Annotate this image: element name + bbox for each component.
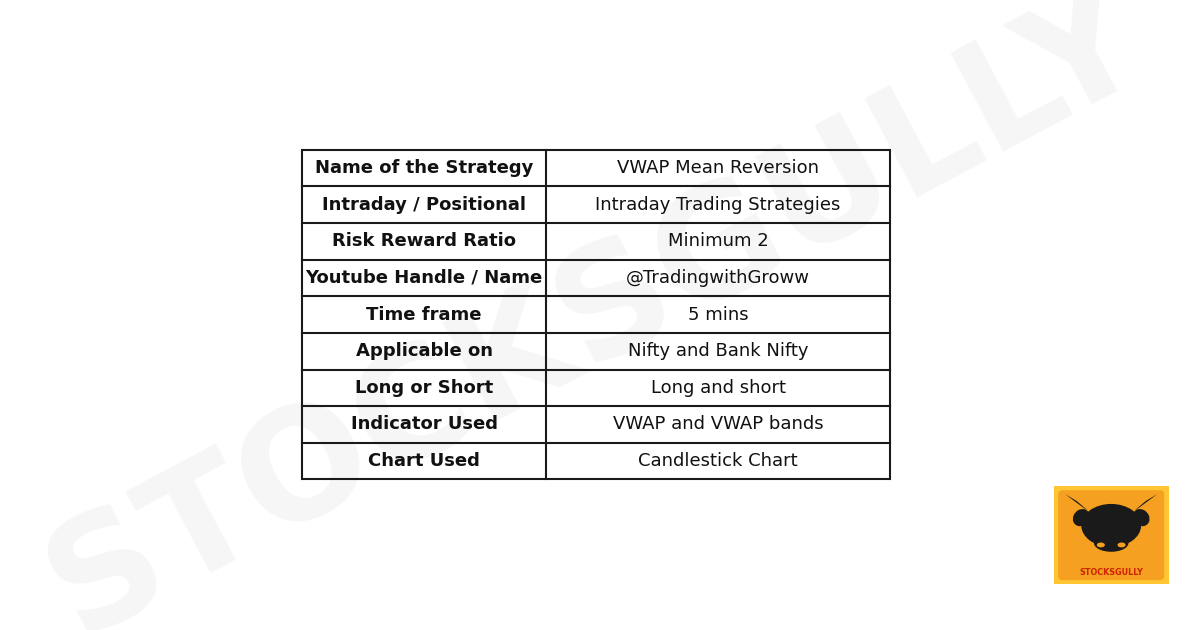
Ellipse shape [1073,509,1090,526]
Text: Time frame: Time frame [366,306,482,324]
Text: VWAP and VWAP bands: VWAP and VWAP bands [613,415,823,433]
Polygon shape [1066,494,1088,511]
Text: Applicable on: Applicable on [355,342,493,360]
Text: Intraday Trading Strategies: Intraday Trading Strategies [595,196,841,214]
Text: Long or Short: Long or Short [355,379,493,397]
Ellipse shape [1117,542,1126,547]
FancyBboxPatch shape [1044,479,1178,592]
Ellipse shape [1097,542,1105,547]
Text: Candlestick Chart: Candlestick Chart [638,452,798,470]
Text: Long and short: Long and short [650,379,786,397]
Ellipse shape [1094,534,1128,552]
Bar [302,150,890,479]
Text: @TradingwithGroww: @TradingwithGroww [626,269,810,287]
Text: Youtube Handle / Name: Youtube Handle / Name [306,269,542,287]
Text: VWAP Mean Reversion: VWAP Mean Reversion [617,159,820,177]
Text: Risk Reward Ratio: Risk Reward Ratio [332,232,516,250]
Ellipse shape [1081,504,1141,547]
Text: STOCKSGULLY: STOCKSGULLY [1079,568,1144,577]
Ellipse shape [1133,509,1150,526]
Text: Indicator Used: Indicator Used [350,415,498,433]
Text: 5 mins: 5 mins [688,306,749,324]
Text: STOCKSGULLY: STOCKSGULLY [24,0,1168,630]
Text: Chart Used: Chart Used [368,452,480,470]
Polygon shape [1134,494,1157,511]
Text: Nifty and Bank Nifty: Nifty and Bank Nifty [628,342,809,360]
FancyBboxPatch shape [1058,490,1164,580]
Text: Name of the Strategy: Name of the Strategy [314,159,533,177]
Text: Minimum 2: Minimum 2 [667,232,768,250]
Text: Intraday / Positional: Intraday / Positional [322,196,526,214]
